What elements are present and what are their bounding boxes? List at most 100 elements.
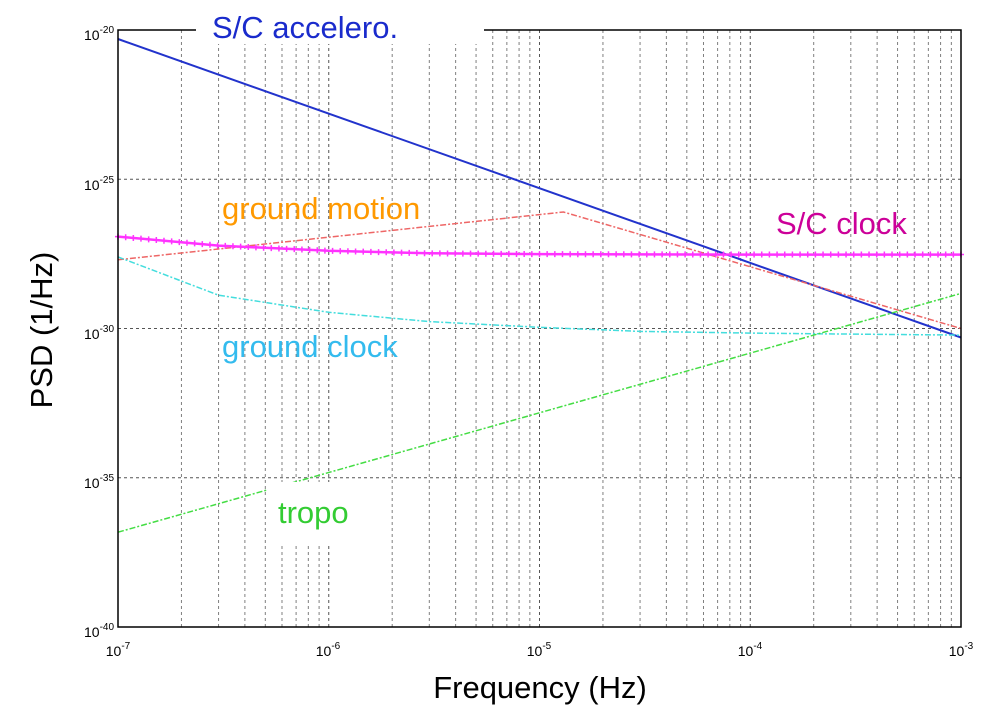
y-tick-label: 10-35 [84,473,114,491]
sc-clock-marker [720,251,727,258]
sc-clock-marker [314,247,321,254]
sc-clock-marker [137,235,144,242]
sc-clock-marker [482,250,489,257]
sc-clock-marker [559,251,566,258]
sc-clock-marker [413,250,420,257]
series-line-ground-motion [117,211,962,330]
plot-frame [117,29,962,628]
sc-clock-marker [889,251,896,258]
y-tick-label: 10-30 [84,324,114,342]
x-tick-label: 10-7 [106,641,131,659]
y-tick-labels: 10-20 10-25 10-30 10-35 10-40 [84,25,114,640]
sc-clock-marker [613,251,620,258]
sc-clock-marker [843,251,850,258]
sc-clock-marker [674,251,681,258]
x-tick-labels: 10-7 10-6 10-5 10-4 10-3 [106,641,974,659]
series-label-sc-clock: S/C clock [776,206,907,241]
series-labels: S/C accelero. ground motion S/C clock gr… [196,2,907,544]
sc-clock-marker [866,251,873,258]
sc-clock-marker [935,251,942,258]
sc-clock-marker [735,251,742,258]
sc-clock-marker [712,251,719,258]
sc-clock-marker [896,251,903,258]
x-tick-label: 10-5 [527,641,552,659]
y-tick-label: 10-25 [84,175,114,193]
sc-clock-marker [214,242,221,249]
sc-clock-marker [130,234,137,241]
sc-clock-marker [827,251,834,258]
sc-clock-marker [551,251,558,258]
y-tick-label: 10-40 [84,622,114,640]
sc-clock-marker [475,250,482,257]
sc-clock-marker [375,249,382,256]
sc-clock-marker [390,249,397,256]
sc-clock-marker [421,250,428,257]
sc-clock-marker [275,245,282,252]
sc-clock-marker [245,243,252,250]
label-background [196,2,484,44]
sc-clock-marker [881,251,888,258]
sc-clock-marker [751,251,758,258]
x-tick-label: 10-3 [949,641,974,659]
sc-clock-marker [912,251,919,258]
sc-clock-marker [237,243,244,250]
series-line-ground-clock [117,256,962,336]
sc-clock-marker [467,250,474,257]
sc-clock-marker [544,251,551,258]
sc-clock-marker [367,248,374,255]
sc-clock-marker [444,250,451,257]
sc-clock-marker [352,248,359,255]
sc-clock-marker [781,251,788,258]
x-tick-label: 10-4 [738,641,763,659]
sc-clock-marker [873,251,880,258]
sc-clock-marker [436,250,443,257]
sc-clock-marker [298,246,305,253]
sc-clock-marker [306,246,313,253]
sc-clock-marker [590,251,597,258]
sc-clock-marker [620,251,627,258]
sc-clock-marker [835,251,842,258]
sc-clock-marker [505,250,512,257]
sc-clock-marker [406,249,413,256]
sc-clock-marker [360,248,367,255]
sc-clock-marker [789,251,796,258]
sc-clock-marker [628,251,635,258]
sc-clock-marker [498,250,505,257]
sc-clock-marker [697,251,704,258]
sc-clock-marker [252,244,259,251]
series-label-ground-clock: ground clock [222,329,398,364]
sc-clock-marker [919,251,926,258]
sc-clock-marker [689,251,696,258]
label-background [268,482,384,544]
sc-clock-marker [766,251,773,258]
x-tick-label: 10-6 [316,641,341,659]
sc-clock-marker [260,244,267,251]
sc-clock-marker [850,251,857,258]
y-tick-label: 10-20 [84,25,114,43]
sc-clock-marker [229,243,236,250]
sc-clock-marker [459,250,466,257]
sc-clock-marker [643,251,650,258]
sc-clock-marker [329,247,336,254]
sc-clock-marker [567,251,574,258]
series-lines [115,38,964,533]
sc-clock-marker [804,251,811,258]
series-line-s-c-accelero [117,38,962,339]
sc-clock-marker [858,251,865,258]
sc-clock-marker [666,251,673,258]
sc-clock-marker [206,241,213,248]
sc-clock-marker [490,250,497,257]
sc-clock-marker [337,248,344,255]
sc-clock-marker [283,245,290,252]
sc-clock-marker [820,251,827,258]
sc-clock-marker [513,250,520,257]
sc-clock-marker [743,251,750,258]
sc-clock-marker [536,251,543,258]
sc-clock-marker [153,237,160,244]
sc-clock-marker [582,251,589,258]
sc-clock-marker [942,251,949,258]
series-label-tropo: tropo [278,495,349,530]
sc-clock-marker [183,239,190,246]
sc-clock-marker [521,251,528,258]
series-label-ground-motion: ground motion [222,191,420,226]
